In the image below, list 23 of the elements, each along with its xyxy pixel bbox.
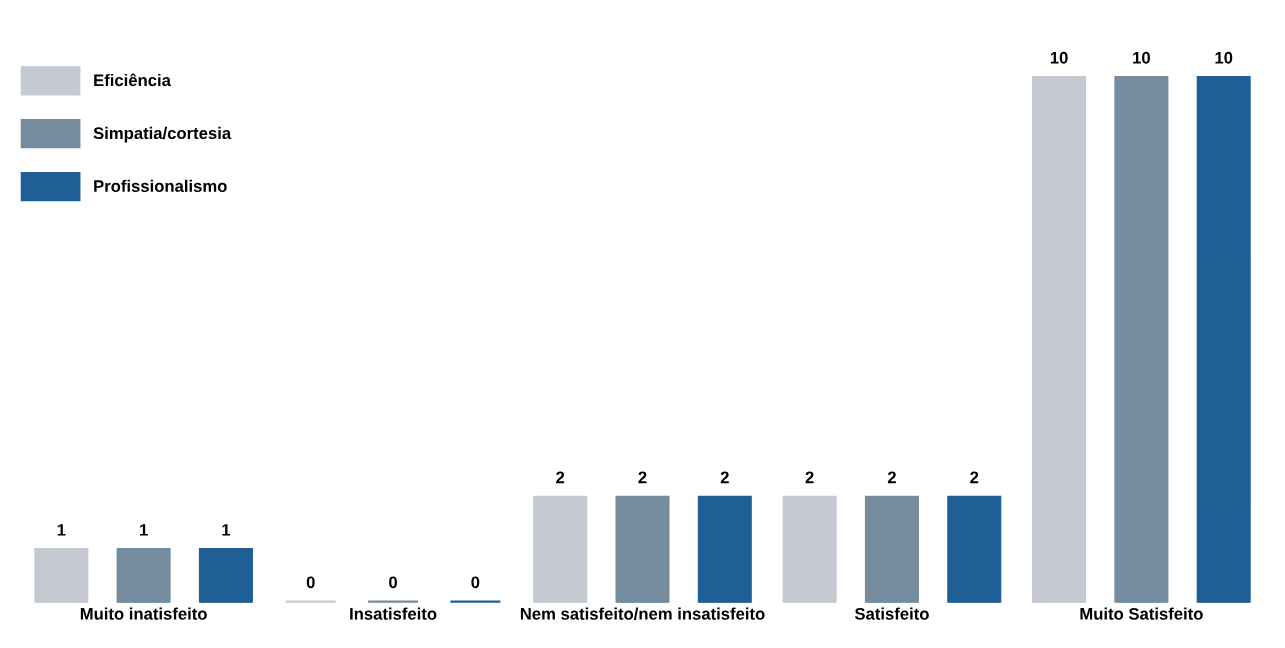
data-label: 10 <box>1215 51 1233 64</box>
data-label: 0 <box>306 576 315 589</box>
data-label: 0 <box>389 576 398 589</box>
x-tick-label: Insatisfeito <box>350 607 437 620</box>
x-tick-label: Muito Satisfeito <box>1080 607 1203 620</box>
data-label: 2 <box>970 471 979 484</box>
x-tick-label: Muito inatisfeito <box>80 607 207 620</box>
data-label: 2 <box>805 471 814 484</box>
data-label: 1 <box>140 524 148 536</box>
data-label: 10 <box>1050 51 1068 64</box>
data-label: 1 <box>57 524 66 536</box>
data-label: 10 <box>1133 51 1150 64</box>
data-label: 2 <box>887 471 896 484</box>
legend-label: Profissionalismo <box>94 179 227 192</box>
data-label: 0 <box>471 576 480 589</box>
data-label: 2 <box>720 471 729 484</box>
legend-label: Simpatia/cortesia <box>93 126 232 143</box>
data-label: 2 <box>638 471 647 484</box>
x-tick-label: Nem satisfeito/nem insatisfeito <box>520 607 765 620</box>
data-label: 2 <box>556 471 565 484</box>
legend-label: Eficiência <box>94 73 172 87</box>
data-label: 1 <box>222 524 231 536</box>
x-tick-label: Satisfeito <box>854 607 929 620</box>
